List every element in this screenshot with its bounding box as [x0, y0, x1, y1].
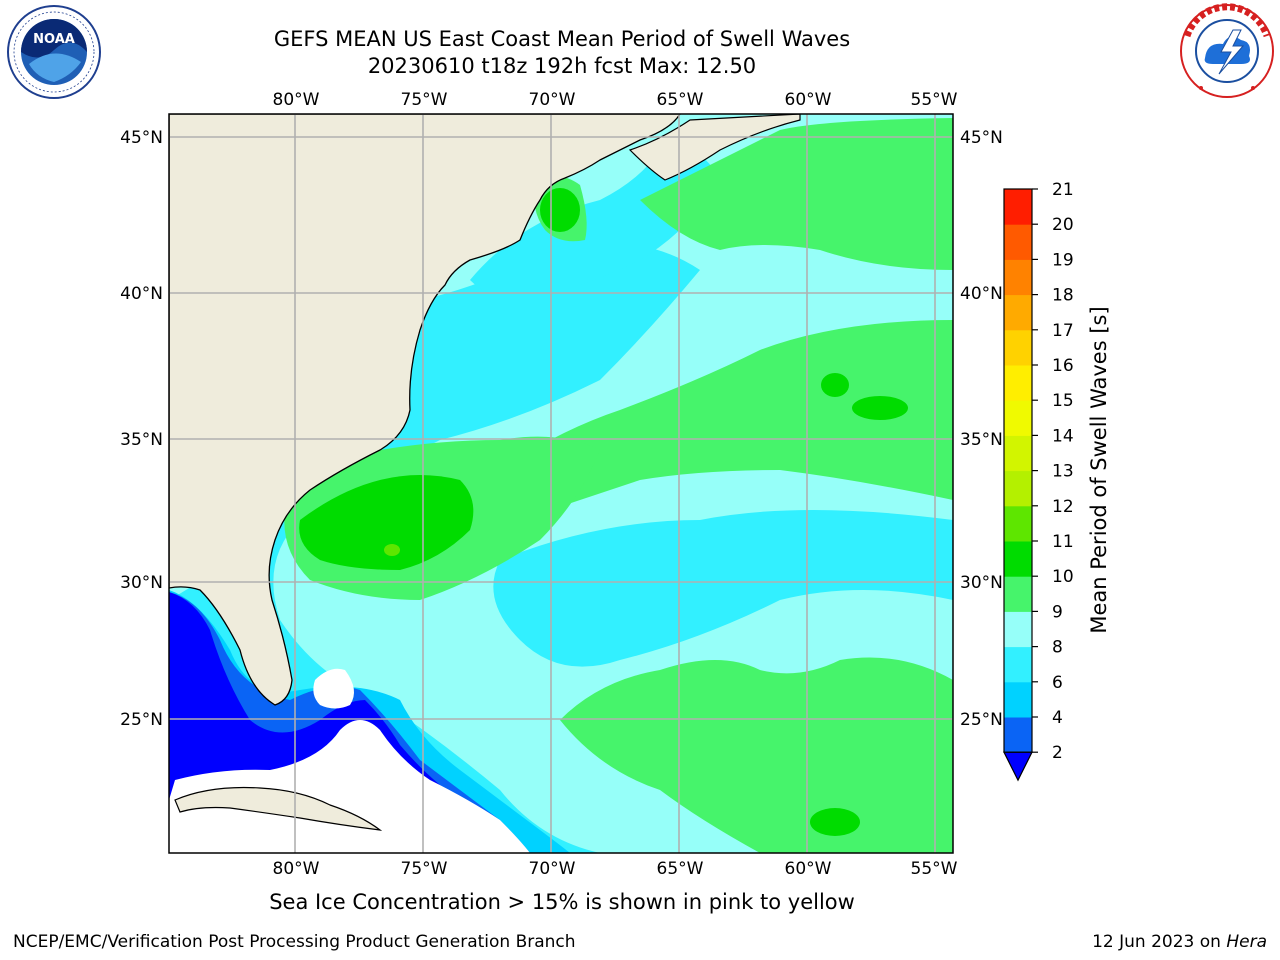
- map-frame: [168, 113, 954, 854]
- colorbar-tick-label: 21: [1052, 180, 1074, 200]
- lon-label-bottom-80: 80°W: [273, 859, 320, 879]
- masked-region-bahamas: [313, 668, 354, 709]
- colorbar-tick-label: 10: [1052, 567, 1074, 587]
- strong-green-patch-east: [852, 396, 908, 420]
- credit-right: 12 Jun 2023 on Hera: [1092, 932, 1267, 952]
- us-landmass: [169, 114, 681, 706]
- colorbar-segment: [1004, 470, 1032, 507]
- colorbar-segment: [1004, 259, 1032, 296]
- colorbar-segment: [1004, 611, 1032, 648]
- colorbar-tick-label: 4: [1052, 708, 1063, 728]
- green-region-south: [560, 657, 953, 853]
- colorbar-segment: [1004, 400, 1032, 436]
- colorbar-segment: [1004, 329, 1032, 366]
- colorbar-segment: [1004, 505, 1032, 542]
- colorbar-segment: [1004, 646, 1032, 683]
- lon-label-top-70: 70°W: [529, 90, 576, 110]
- strong-green-patch-maine: [540, 188, 580, 232]
- peak-patch: [384, 544, 400, 556]
- credit-left: NCEP/EMC/Verification Post Processing Pr…: [13, 932, 576, 952]
- sea-ice-note: Sea Ice Concentration > 15% is shown in …: [269, 890, 855, 914]
- colorbar-segment: [1004, 541, 1032, 577]
- lon-label-bottom-60: 60°W: [785, 859, 832, 879]
- colorbar-segment: [1004, 681, 1032, 718]
- lat-label-right-35: 35°N: [960, 430, 1003, 450]
- colorbar-tick-label: 2: [1052, 743, 1063, 763]
- colorbar-segment: [1004, 717, 1032, 753]
- colorbar-tick-label: 15: [1052, 391, 1074, 411]
- map-subtitle: 20230610 t18z 192h fcst Max: 12.50: [367, 54, 757, 78]
- light-cyan-north: [470, 148, 720, 300]
- lat-label-right-45: 45°N: [960, 128, 1003, 148]
- light-cyan-belt: [493, 510, 953, 667]
- colorbar-tick-label: 19: [1052, 250, 1074, 270]
- nws-logo: [1180, 3, 1274, 98]
- lat-label-right-40: 40°N: [960, 284, 1003, 304]
- strong-green-patch-south: [810, 808, 860, 836]
- lat-label-left-25: 25°N: [120, 710, 163, 730]
- colorbar-tick-label: 18: [1052, 286, 1074, 306]
- green-region-east: [493, 320, 953, 520]
- colorbar-tick-label: 6: [1052, 673, 1063, 693]
- colorbar-tick-label: 13: [1052, 462, 1074, 482]
- lon-label-bottom-75: 75°W: [401, 859, 448, 879]
- colorbar-tick-label: 12: [1052, 497, 1074, 517]
- colorbar-extend-arrow: [1003, 751, 1033, 782]
- lon-label-top-75: 75°W: [401, 90, 448, 110]
- colorbar-segment: [1004, 435, 1032, 472]
- colorbar-tick-label: 16: [1052, 356, 1074, 376]
- lat-label-right-30: 30°N: [960, 573, 1003, 593]
- lon-label-top-60: 60°W: [785, 90, 832, 110]
- map-area: [169, 114, 953, 853]
- colorbar-tick-label: 20: [1052, 215, 1074, 235]
- colorbar-segment: [1004, 189, 1032, 225]
- lat-label-right-25: 25°N: [960, 710, 1003, 730]
- nova-scotia-land: [628, 114, 801, 181]
- credit-host: Hera: [1226, 932, 1267, 952]
- cuba-land: [174, 786, 383, 831]
- lat-label-left-45: 45°N: [120, 128, 163, 148]
- noaa-logo: NOAA: [7, 5, 101, 99]
- green-region-northeast: [640, 118, 953, 270]
- colorbar-tick-label: 11: [1052, 532, 1074, 552]
- colorbar-segment: [1004, 224, 1032, 260]
- noaa-logo-text: NOAA: [33, 32, 75, 47]
- colorbar-tick-label: 14: [1052, 426, 1074, 446]
- lon-label-top-80: 80°W: [273, 90, 320, 110]
- lon-label-top-65: 65°W: [657, 90, 704, 110]
- colorbar-tick-label: 8: [1052, 638, 1063, 658]
- lat-label-left-30: 30°N: [120, 573, 163, 593]
- colorbar-segment: [1004, 294, 1032, 331]
- map-title: GEFS MEAN US East Coast Mean Period of S…: [273, 27, 851, 51]
- lat-label-left-40: 40°N: [120, 284, 163, 304]
- lat-label-left-35: 35°N: [120, 430, 163, 450]
- strong-green-carolina: [299, 475, 474, 570]
- lon-label-bottom-55: 55°W: [911, 859, 958, 879]
- colorbar-tick-label: 9: [1052, 602, 1063, 622]
- gridlines: [169, 114, 953, 853]
- masked-region: [169, 720, 530, 853]
- colorbar-segment: [1004, 365, 1032, 401]
- credit-date: 12 Jun 2023 on: [1092, 932, 1227, 952]
- lon-label-bottom-70: 70°W: [529, 859, 576, 879]
- colorbar-tick-label: 17: [1052, 321, 1074, 341]
- colorbar-segment: [1004, 576, 1032, 612]
- strong-green-patch-mid: [821, 373, 849, 397]
- colorbar-label: Mean Period of Swell Waves [s]: [1087, 306, 1111, 633]
- lon-label-bottom-65: 65°W: [657, 859, 704, 879]
- colorbar: 2 4 6 8 9 10 11 12 13 14 15 16 17 18 19 20 21: [1003, 180, 1074, 782]
- lon-label-top-55: 55°W: [911, 90, 958, 110]
